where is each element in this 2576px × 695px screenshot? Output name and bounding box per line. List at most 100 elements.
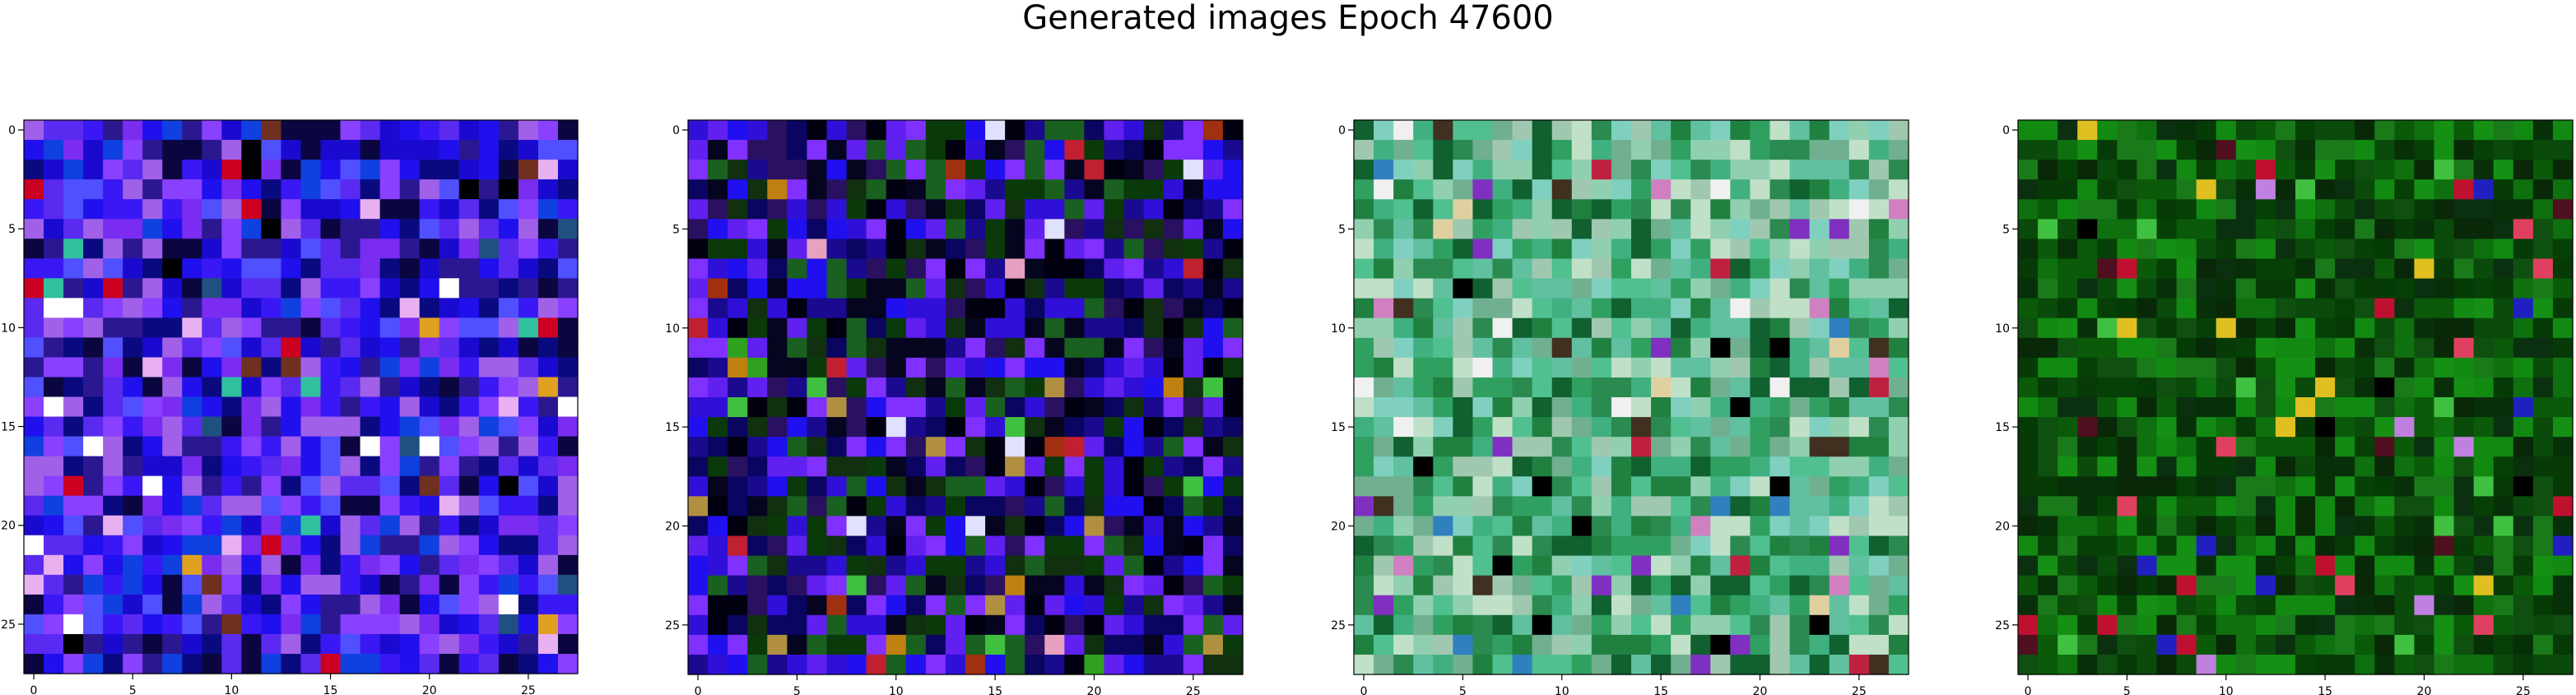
pixel-cell [2394,634,2416,656]
pixel-cell [2473,595,2495,616]
pixel-cell [1005,535,1025,557]
pixel-cell [2355,614,2375,636]
pixel-cell [1123,496,1145,517]
pixel-cell [1433,258,1453,280]
pixel-cell [826,337,848,359]
pixel-cell [2196,160,2217,180]
pixel-cell [688,417,709,438]
pixel-cell [2235,595,2257,616]
pixel-cell [2493,654,2514,675]
pixel-cell [1413,595,1434,616]
pixel-cell [2097,337,2118,359]
pixel-cell [2552,614,2574,636]
pixel-cell [399,179,421,200]
pixel-cell [2414,417,2435,438]
pixel-cell [1809,199,1830,220]
pixel-cell [1202,417,1224,438]
pixel-cell [63,653,84,674]
pixel-cell [419,594,440,615]
pixel-cell [1769,555,1791,577]
pixel-cell [1453,614,1474,636]
pixel-cell [1611,476,1632,497]
pixel-cell [1143,298,1165,319]
pixel-cell [261,614,282,635]
pixel-cell [241,436,263,457]
pixel-cell [1750,614,1771,636]
pixel-cell [866,239,887,260]
pixel-cell [2235,357,2257,378]
pixel-cell [2414,496,2435,517]
pixel-cell [2374,417,2395,438]
pixel-cell [1064,575,1086,596]
pixel-cell [1690,298,1711,319]
pixel-cell [1591,654,1612,675]
pixel-cell [787,278,808,299]
pixel-cell [2235,516,2257,537]
pixel-cell [1143,535,1165,557]
pixel-cell [419,317,440,338]
pixel-cell [826,258,848,280]
pixel-cell [2513,377,2534,398]
pixel-cell [1472,516,1494,537]
pixel-cell [1848,476,1870,497]
pixel-cell [1710,654,1731,675]
pixel-cell [399,239,421,259]
pixel-cell [281,495,302,517]
pixel-cell [1433,496,1453,517]
pixel-cell [1690,199,1711,220]
pixel-cell [44,475,64,497]
pixel-cell [379,535,401,556]
pixel-cell [985,278,1006,299]
pixel-cell [945,634,966,656]
pixel-cell [379,436,401,457]
pixel-cell [1163,258,1184,280]
pixel-cell [1571,140,1593,160]
pixel-cell [261,258,282,279]
pixel-cell [2038,278,2058,299]
pixel-cell [2216,575,2237,596]
pixel-cell [1750,278,1771,299]
pixel-cell [728,120,748,141]
y-tick-label: 20 [1995,520,2010,533]
pixel-cell [123,179,143,200]
pixel-cell [2255,160,2276,180]
pixel-cell [2493,219,2514,240]
pixel-cell [1551,555,1573,577]
y-tick-label: 5 [2002,223,2010,236]
pixel-cell [123,633,143,655]
pixel-cell [688,535,709,557]
pixel-cell [2453,634,2475,656]
pixel-cell [1512,654,1533,675]
pixel-cell [2552,278,2574,299]
pixel-cell [1671,456,1691,477]
pixel-cell [1005,437,1025,457]
pixel-cell [1183,634,1204,656]
pixel-cell [2355,337,2375,359]
pixel-cell [1671,337,1691,359]
pixel-cell [2335,239,2355,260]
pixel-cell [1453,654,1474,675]
pixel-cell [905,516,927,537]
pixel-cell [162,495,183,517]
pixel-cell [1710,278,1731,299]
pixel-cell [399,278,421,299]
pixel-cell [1183,417,1204,438]
pixel-cell [1829,634,1850,656]
pixel-cell [2077,397,2098,418]
pixel-cell [807,140,828,160]
pixel-cell [1591,239,1612,260]
pixel-cell [1769,258,1791,280]
pixel-cell [965,140,986,160]
pixel-cell [1631,575,1652,596]
pixel-cell [2255,575,2276,596]
pixel-cell [2473,417,2495,438]
pixel-cell [1512,575,1533,596]
pixel-cell [2077,496,2098,517]
pixel-cell [1044,496,1065,517]
pixel-cell [1084,317,1105,339]
pixel-cell [1163,516,1184,537]
pixel-cell [379,574,401,595]
pixel-cell [985,397,1006,418]
pixel-cell [688,278,709,299]
pixel-cell [866,417,887,438]
